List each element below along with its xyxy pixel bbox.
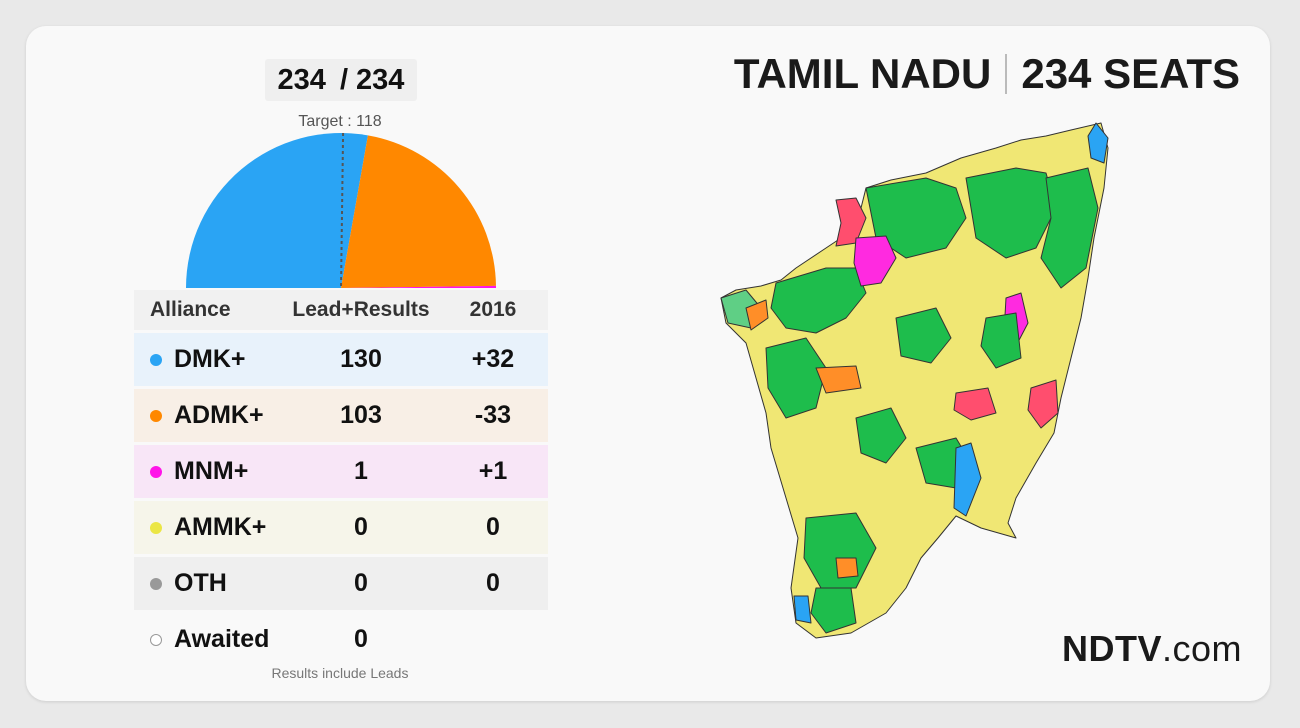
lead-results-cell: 0 xyxy=(354,513,368,541)
page-title: TAMIL NADU 234 SEATS xyxy=(734,50,1240,98)
map-region-1 xyxy=(770,267,867,334)
map-region-17 xyxy=(810,587,857,634)
map-region-6 xyxy=(1087,122,1109,164)
change-2016-cell: 0 xyxy=(486,513,500,541)
seats-total: / 234 xyxy=(339,63,405,96)
legend-dot-icon xyxy=(150,521,162,534)
header-2016: 2016 xyxy=(469,298,517,321)
change-2016-cell: -33 xyxy=(474,401,512,429)
lead-results-cell: 103 xyxy=(340,401,382,429)
header-lead-results: Lead+Results xyxy=(292,298,430,321)
title-divider xyxy=(1005,54,1008,94)
map-region-19 xyxy=(835,557,859,579)
alliance-cell: DMK+ xyxy=(134,345,284,374)
legend-dot-icon xyxy=(150,577,162,590)
lead-results-cell: 1 xyxy=(354,457,368,485)
map-region-5 xyxy=(965,167,1057,259)
alliance-cell: OTH xyxy=(134,569,284,598)
slice-admk xyxy=(341,135,496,288)
slice-dmk xyxy=(186,132,368,288)
table-row: AMMK+ 0 0 xyxy=(134,501,548,554)
table-row: MNM+ 1 +1 xyxy=(134,445,548,498)
change-2016-cell: +1 xyxy=(478,457,508,485)
table-row: Awaited 0 xyxy=(134,613,548,666)
alliance-name: ADMK+ xyxy=(174,401,264,429)
lead-results-cell: 0 xyxy=(354,569,368,597)
alliance-cell: AMMK+ xyxy=(134,513,284,542)
brand-suffix: .com xyxy=(1161,628,1242,669)
brand-logo: NDTV.com xyxy=(1062,628,1242,670)
alliance-name: Awaited xyxy=(174,625,270,653)
target-label: Target : 118 xyxy=(298,113,382,130)
header-alliance: Alliance xyxy=(150,298,231,321)
alliance-name: MNM+ xyxy=(174,457,249,485)
map-region-16 xyxy=(803,512,877,589)
table-row: DMK+ 130 +32 xyxy=(134,333,548,386)
state-name: TAMIL NADU xyxy=(733,50,992,97)
map-region-18 xyxy=(793,595,812,624)
lead-results-cell: 130 xyxy=(340,345,382,373)
target-line xyxy=(340,130,345,289)
map-region-12 xyxy=(815,365,862,394)
legend-dot-icon xyxy=(150,353,162,366)
table-row: ADMK+ 103 -33 xyxy=(134,389,548,442)
alliance-name: AMMK+ xyxy=(174,513,267,541)
seat-counter: 234 / 234 xyxy=(265,59,417,101)
slice-mnm xyxy=(341,285,496,288)
brand-name: NDTV xyxy=(1061,628,1162,669)
map-region-22 xyxy=(895,307,952,364)
legend-dot-icon xyxy=(150,409,162,422)
map-region-7 xyxy=(1040,167,1099,289)
map-region-15 xyxy=(953,442,982,517)
alliance-cell: MNM+ xyxy=(134,457,284,486)
map-region-4 xyxy=(853,235,897,287)
map-region-13 xyxy=(855,407,907,464)
seat-count-title: 234 SEATS xyxy=(1021,50,1240,97)
map-region-23 xyxy=(980,312,1022,369)
seats-declared: 234 xyxy=(277,63,326,96)
alliance-cell: Awaited xyxy=(134,625,284,654)
map-region-11 xyxy=(765,337,827,419)
constituency-map xyxy=(720,122,1109,639)
lead-results-cell: 0 xyxy=(354,625,368,653)
map-region-9 xyxy=(953,387,997,421)
table-header: Alliance Lead+Results 2016 xyxy=(134,290,548,330)
legend-dot-icon xyxy=(150,633,162,646)
seat-share-half-donut xyxy=(186,130,496,289)
change-2016-cell: +32 xyxy=(471,345,515,373)
map-region-10 xyxy=(1027,379,1059,429)
alliance-cell: ADMK+ xyxy=(134,401,284,430)
map-region-21 xyxy=(745,299,769,331)
alliance-table: Alliance Lead+Results 2016 DMK+ 130 +32 ADM… xyxy=(134,290,548,666)
results-note: Results include Leads xyxy=(271,665,409,681)
change-2016-cell: 0 xyxy=(486,569,500,597)
table-row: OTH 0 0 xyxy=(134,557,548,610)
alliance-name: OTH xyxy=(174,569,227,597)
legend-dot-icon xyxy=(150,465,162,478)
alliance-name: DMK+ xyxy=(174,345,246,373)
